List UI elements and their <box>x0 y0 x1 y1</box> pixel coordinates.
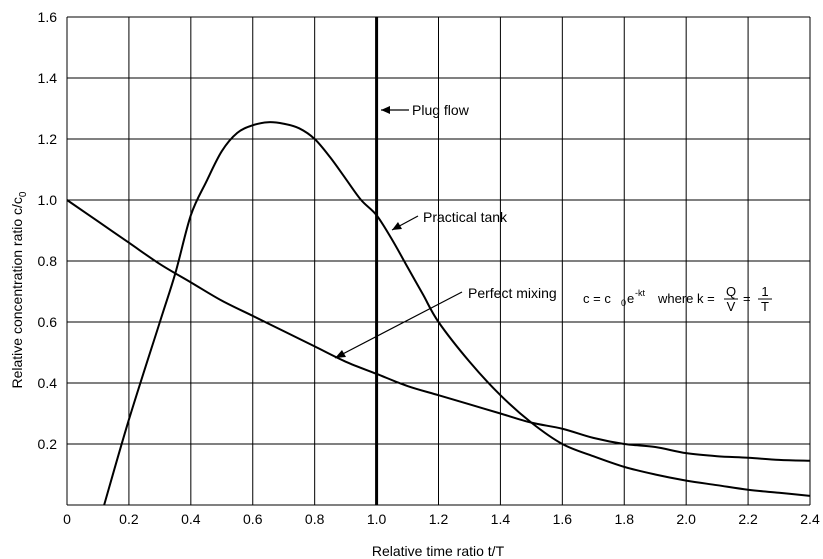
formula-exponent: -kt <box>635 288 645 298</box>
y-tick-label: 1.0 <box>38 192 58 208</box>
formula-lhs: c = c <box>583 291 611 306</box>
x-tick-label: 1.0 <box>367 511 387 527</box>
annotation-practical-tank: Practical tank <box>391 209 508 231</box>
formula-frac1-num: Q <box>726 284 736 299</box>
formula-frac2-den: T <box>761 299 769 314</box>
perfect-mixing-arrow <box>334 291 463 359</box>
x-axis-label: Relative time ratio t/T <box>372 543 505 559</box>
x-tick-label: 1.4 <box>491 511 511 527</box>
x-tick-label: 2.4 <box>800 511 820 527</box>
y-tick-label: 0.6 <box>38 314 58 330</box>
perfect-mixing-label: Perfect mixing <box>468 285 557 301</box>
formula-e: e <box>627 291 634 306</box>
x-tick-label: 0.8 <box>305 511 325 527</box>
y-tick-label: 0.8 <box>38 253 58 269</box>
x-tick-label: 1.8 <box>615 511 635 527</box>
formula-frac2-num: 1 <box>761 284 768 299</box>
plug-flow-label: Plug flow <box>412 102 470 118</box>
practical-tank-arrowhead <box>392 222 402 230</box>
y-tick-label: 1.4 <box>38 70 58 86</box>
formula-sub0: 0 <box>621 298 626 308</box>
y-axis-label-main: Relative concentration ratio c/c <box>9 197 25 388</box>
x-tick-label: 0.2 <box>119 511 139 527</box>
tick-labels: 0 0.2 0.4 0.6 0.8 1.0 1.2 1.4 1.6 1.8 2.0 2.2 2.4 0.2… <box>38 9 820 527</box>
x-tick-label: 0 <box>63 511 71 527</box>
x-tick-label: 0.6 <box>243 511 263 527</box>
formula-equals: = <box>743 291 751 306</box>
perfect-mixing-arrowhead <box>335 350 346 358</box>
formula-where: where k = <box>657 291 715 306</box>
practical-tank-curve <box>103 121 811 506</box>
annotation-perfect-mixing: Perfect mixing <box>334 285 557 359</box>
y-axis-label: Relative concentration ratio c/c0 <box>9 191 29 388</box>
formula: c = c 0 e -kt where k = Q V = 1 T <box>583 284 772 314</box>
series-group <box>66 121 811 506</box>
x-tick-label: 1.6 <box>553 511 573 527</box>
y-tick-label: 1.6 <box>38 9 58 25</box>
x-tick-label: 2.0 <box>676 511 696 527</box>
practical-tank-label: Practical tank <box>423 209 508 225</box>
annotation-plug-flow: Plug flow <box>381 102 470 118</box>
y-axis-label-subscript: 0 <box>18 191 29 197</box>
formula-frac1-den: V <box>727 299 736 314</box>
x-tick-label: 0.4 <box>181 511 201 527</box>
y-tick-label: 1.2 <box>38 131 58 147</box>
y-tick-label: 0.2 <box>38 436 58 452</box>
y-tick-label: 0.4 <box>38 375 58 391</box>
x-tick-label: 1.2 <box>429 511 449 527</box>
plug-flow-arrowhead <box>381 106 390 114</box>
perfect-mixing-curve <box>66 199 811 462</box>
x-tick-label: 2.2 <box>738 511 758 527</box>
